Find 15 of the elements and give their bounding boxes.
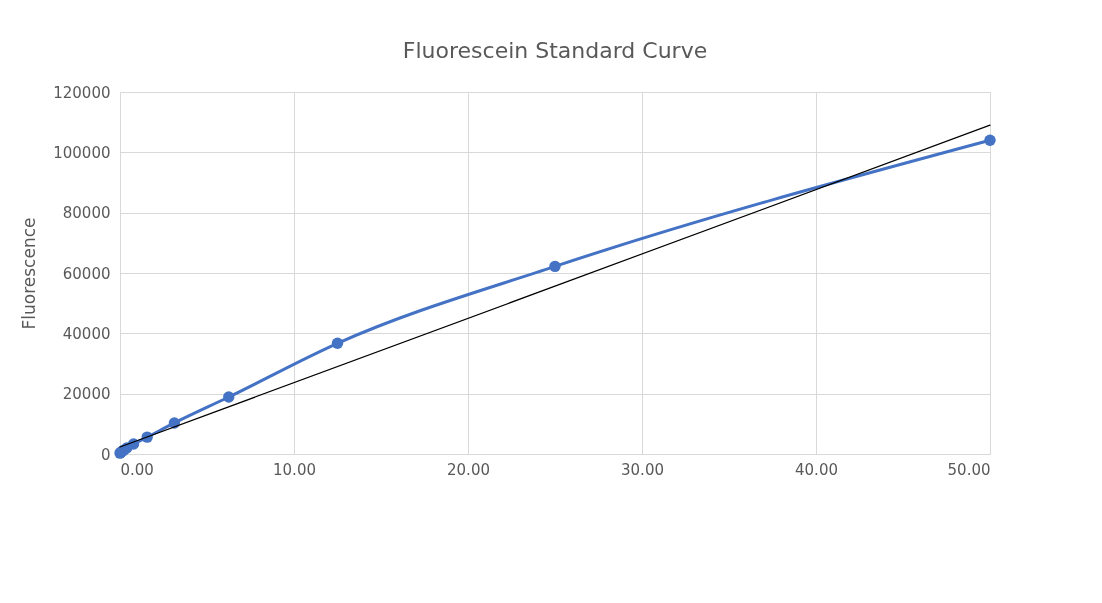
chart-title: Fluorescein Standard Curve (402, 38, 708, 63)
x-tick-label: 40.00 (795, 460, 838, 479)
y-axis-title: Fluorescence (19, 217, 40, 330)
y-tick-label: 0 (100, 445, 111, 464)
y-tick-label: 100000 (53, 143, 111, 162)
x-tick-label: 50.00 (947, 460, 991, 479)
y-tick-label: 60000 (62, 264, 111, 283)
x-tick-label: 0.00 (120, 460, 154, 479)
x-tick-label: 20.00 (447, 460, 490, 479)
y-tick-label: 80000 (62, 204, 111, 223)
x-tick-label: 10.00 (273, 460, 316, 479)
y-tick-label: 120000 (53, 83, 111, 102)
x-tick-label: 30.00 (621, 460, 664, 479)
y-tick-label: 40000 (62, 324, 111, 343)
y-tick-label: 20000 (62, 385, 111, 404)
